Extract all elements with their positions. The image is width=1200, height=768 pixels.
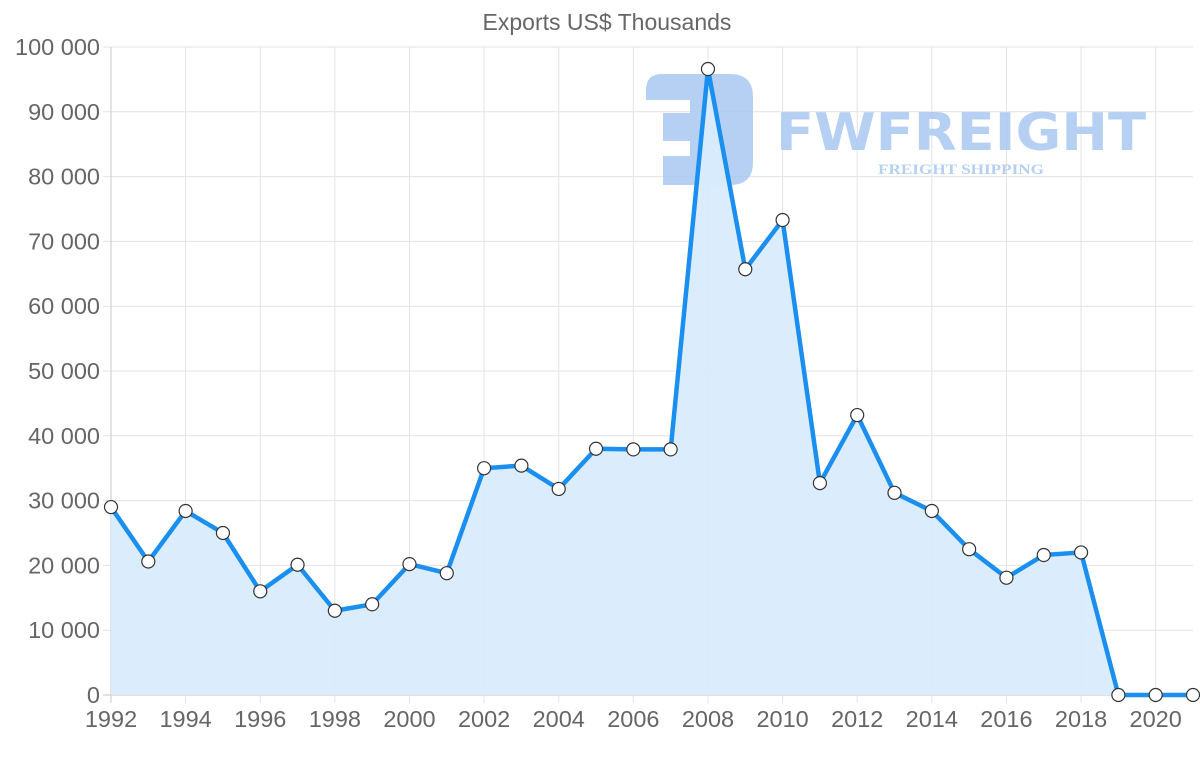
y-tick-label: 40 000 bbox=[28, 423, 100, 449]
x-tick-label: 1996 bbox=[234, 706, 286, 732]
x-tick-label: 2008 bbox=[682, 706, 734, 732]
data-point[interactable]: 2002: 35000 bbox=[477, 461, 492, 476]
data-point[interactable]: 2016: 18100 bbox=[999, 570, 1014, 585]
data-point[interactable]: 1999: 14000 bbox=[365, 597, 380, 612]
y-tick-label: 20 000 bbox=[28, 552, 100, 578]
series-exports: 1992: 29000 1993: 20600 1994: 28400 1995: 2… bbox=[103, 61, 1200, 703]
y-tick-label: 50 000 bbox=[28, 358, 100, 384]
x-tick-label: 1992 bbox=[85, 706, 137, 732]
y-tick-label: 70 000 bbox=[28, 228, 100, 254]
data-point[interactable]: 2001: 18800 bbox=[439, 566, 454, 581]
y-tick-label: 60 000 bbox=[28, 293, 100, 319]
data-point[interactable]: 2018: 22000 bbox=[1073, 545, 1089, 560]
data-point[interactable]: 2005: 38000 bbox=[588, 441, 604, 456]
data-point[interactable]: 2007: 37900 bbox=[663, 442, 678, 457]
data-point[interactable]: 1992: 29000 bbox=[103, 499, 119, 515]
data-point[interactable]: 2015: 22500 bbox=[962, 542, 977, 557]
x-tick-label: 2018 bbox=[1055, 706, 1107, 732]
chart-title: Exports US$ Thousands bbox=[483, 9, 732, 35]
data-point[interactable]: 2014: 28400 bbox=[924, 503, 939, 519]
x-tick-label: 1998 bbox=[309, 706, 361, 732]
y-tick-label: 10 000 bbox=[28, 617, 100, 643]
data-point[interactable]: 2013: 31200 bbox=[887, 485, 902, 500]
data-point[interactable]: 2012: 43200 bbox=[850, 407, 865, 423]
y-tick-label: 90 000 bbox=[28, 99, 100, 125]
x-tick-label: 2000 bbox=[383, 706, 435, 732]
data-point[interactable]: 2004: 31800 bbox=[551, 481, 566, 497]
x-tick-label: 2012 bbox=[831, 706, 883, 732]
data-point[interactable]: 2003: 35400 bbox=[514, 458, 529, 473]
data-point[interactable]: 2008: 96600 bbox=[700, 61, 716, 77]
x-tick-label: 2010 bbox=[756, 706, 808, 732]
data-point[interactable]: 2010: 73300 bbox=[775, 212, 790, 228]
x-tick-label: 2004 bbox=[533, 706, 585, 732]
data-point[interactable]: 2019: 0 bbox=[1111, 687, 1126, 703]
data-point[interactable]: 2017: 21600 bbox=[1036, 547, 1051, 563]
data-point[interactable]: 2021: 0 bbox=[1185, 687, 1200, 703]
x-tick-label: 2014 bbox=[906, 706, 958, 732]
y-tick-label: 30 000 bbox=[28, 488, 100, 514]
data-line bbox=[108, 66, 1196, 698]
data-point[interactable]: 1994: 28400 bbox=[178, 503, 193, 519]
y-tick-label: 80 000 bbox=[28, 164, 100, 190]
x-tick-label: 2016 bbox=[980, 706, 1032, 732]
data-point[interactable]: 2020: 0 bbox=[1148, 687, 1163, 703]
x-tick-label: 2002 bbox=[458, 706, 510, 732]
x-tick-label: 2020 bbox=[1130, 706, 1182, 732]
data-point[interactable]: 1995: 25000 bbox=[215, 525, 231, 541]
data-point[interactable]: 2009: 65700 bbox=[738, 262, 753, 277]
data-point[interactable]: 1993: 20600 bbox=[141, 554, 156, 569]
y-tick-label: 100 000 bbox=[15, 34, 100, 60]
data-point[interactable]: 1996: 16000 bbox=[253, 584, 268, 599]
data-point[interactable]: 1998: 13000 bbox=[327, 603, 342, 618]
x-tick-label: 1994 bbox=[159, 706, 211, 732]
data-point[interactable]: 2011: 32700 bbox=[812, 476, 828, 491]
x-tick-label: 2006 bbox=[607, 706, 659, 732]
x-axis-tick-labels: 1992 1994 1996 1998 2000 2002 2004 2006 2008 2010… bbox=[85, 706, 1182, 732]
data-point[interactable]: 2006: 37900 bbox=[626, 442, 641, 457]
data-point[interactable]: 2000: 20200 bbox=[402, 556, 417, 572]
data-point[interactable]: 1997: 20100 bbox=[290, 557, 305, 572]
watermark-brand: FWFREIGHT bbox=[776, 103, 1147, 163]
y-tick-label: 0 bbox=[87, 682, 100, 708]
area-fill bbox=[111, 69, 1193, 695]
y-axis-tick-labels: 0 10 000 20 000 30 000 40 000 50 000 60 000 70 … bbox=[15, 34, 100, 708]
watermark-tagline: FREIGHT SHIPPING bbox=[878, 162, 1044, 178]
